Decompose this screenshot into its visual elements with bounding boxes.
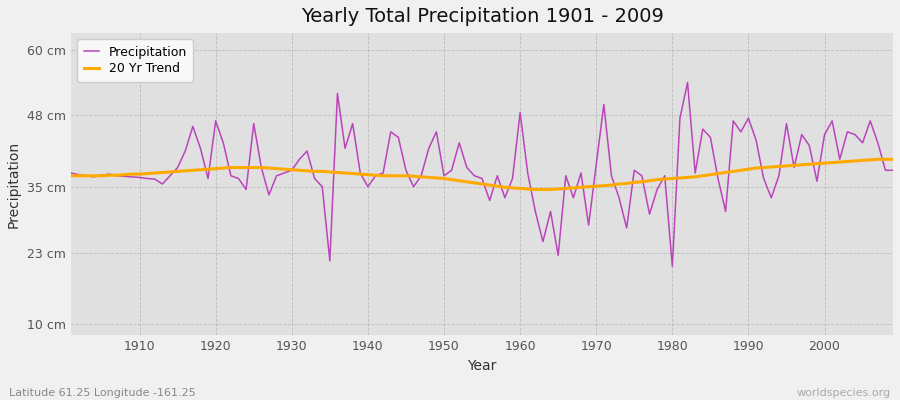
20 Yr Trend — [127, 172, 138, 176]
Precipitation — [127, 174, 138, 179]
Precipitation — [339, 146, 350, 151]
X-axis label: Year: Year — [467, 359, 497, 373]
Line: 20 Yr Trend: 20 Yr Trend — [71, 159, 893, 190]
20 Yr Trend — [507, 186, 517, 190]
20 Yr Trend — [294, 168, 305, 173]
20 Yr Trend — [872, 157, 883, 162]
Text: Latitude 61.25 Longitude -161.25: Latitude 61.25 Longitude -161.25 — [9, 388, 196, 398]
Title: Yearly Total Precipitation 1901 - 2009: Yearly Total Precipitation 1901 - 2009 — [301, 7, 663, 26]
Y-axis label: Precipitation: Precipitation — [7, 140, 21, 228]
Precipitation — [66, 171, 77, 176]
Text: worldspecies.org: worldspecies.org — [796, 388, 891, 398]
Line: Precipitation: Precipitation — [71, 82, 893, 266]
20 Yr Trend — [614, 182, 625, 186]
Precipitation — [606, 173, 616, 178]
20 Yr Trend — [515, 186, 526, 191]
20 Yr Trend — [530, 187, 541, 192]
Precipitation — [294, 157, 305, 162]
Legend: Precipitation, 20 Yr Trend: Precipitation, 20 Yr Trend — [77, 39, 194, 82]
Precipitation — [887, 168, 898, 173]
Precipitation — [682, 80, 693, 85]
20 Yr Trend — [66, 173, 77, 178]
Precipitation — [515, 110, 526, 115]
20 Yr Trend — [339, 171, 350, 176]
Precipitation — [507, 176, 517, 181]
Precipitation — [667, 264, 678, 269]
20 Yr Trend — [887, 157, 898, 162]
